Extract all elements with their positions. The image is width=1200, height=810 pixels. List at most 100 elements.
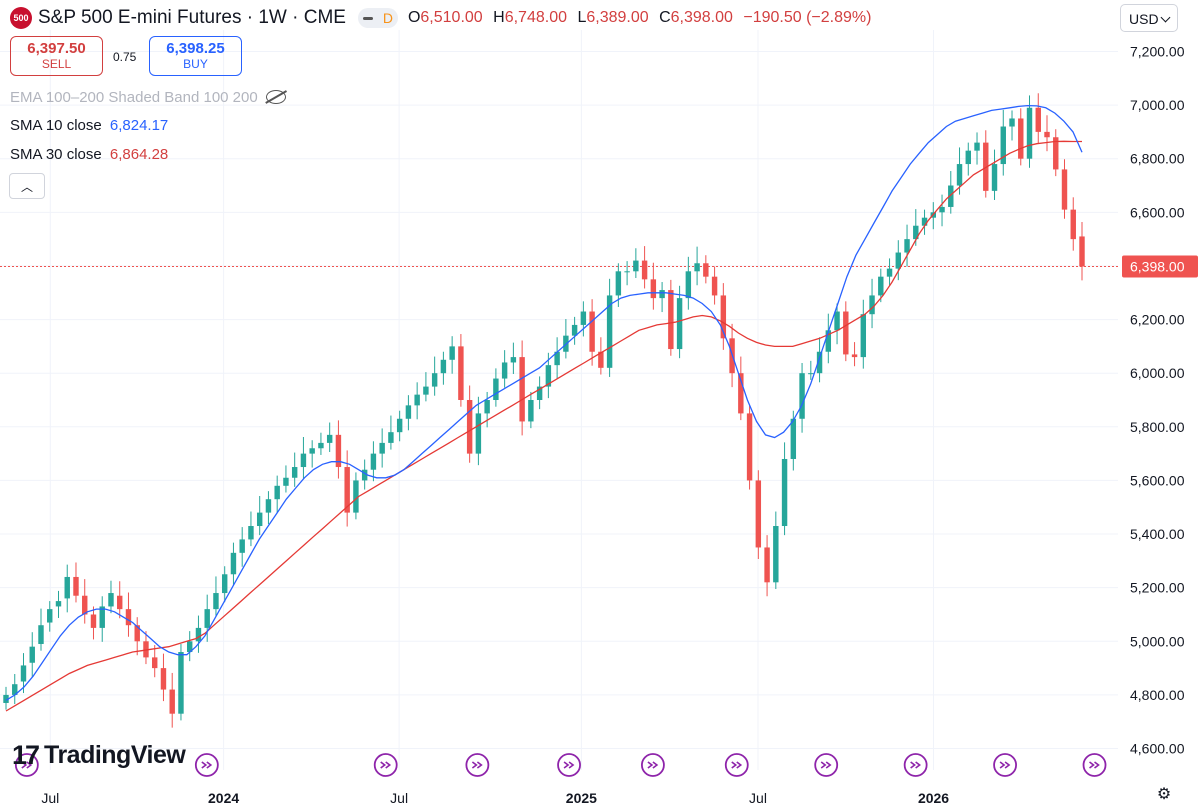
sma30-legend[interactable]: SMA 30 close 6,864.28 bbox=[10, 146, 168, 163]
candle-body bbox=[353, 480, 359, 513]
candle-body bbox=[169, 689, 175, 714]
candle-body bbox=[983, 142, 989, 191]
candle-body bbox=[38, 625, 44, 644]
candle-body bbox=[99, 606, 105, 628]
candle-body bbox=[851, 354, 858, 358]
event-arrow-icon[interactable] bbox=[903, 753, 928, 777]
candle-body bbox=[396, 418, 403, 433]
sma10-label: SMA 10 close bbox=[10, 117, 102, 134]
candle-body bbox=[720, 295, 727, 339]
candle-body bbox=[248, 526, 254, 540]
candle-body bbox=[554, 351, 560, 366]
candle-body bbox=[1009, 118, 1015, 127]
candle-body bbox=[1079, 236, 1085, 267]
candle-body bbox=[624, 271, 630, 273]
candle-body bbox=[195, 627, 202, 642]
y-tick-label: 5,400.00 bbox=[1130, 526, 1185, 542]
gear-icon[interactable]: ⚙ bbox=[1156, 786, 1172, 803]
y-tick-label: 5,000.00 bbox=[1130, 633, 1185, 649]
tradingview-logo[interactable]: 17 TradingView bbox=[12, 740, 186, 771]
event-arrow-icon[interactable] bbox=[465, 753, 490, 777]
y-tick-label: 7,200.00 bbox=[1130, 43, 1185, 59]
candle-body bbox=[510, 357, 517, 363]
currency-selector[interactable]: USD bbox=[1120, 4, 1178, 32]
candle-body bbox=[738, 373, 744, 414]
event-arrow-icon[interactable] bbox=[373, 753, 398, 777]
candle-body bbox=[484, 400, 490, 414]
candle-body bbox=[1070, 209, 1076, 240]
y-tick-label: 4,600.00 bbox=[1130, 741, 1185, 757]
brand-name: TradingView bbox=[44, 741, 186, 769]
sma10-legend[interactable]: SMA 10 close 6,824.17 bbox=[10, 117, 168, 134]
event-markers[interactable] bbox=[14, 753, 1107, 777]
candle-body bbox=[606, 295, 613, 368]
symbol-title[interactable]: S&P 500 E-mini Futures · 1W · CME bbox=[38, 7, 346, 28]
y-tick-label: 6,000.00 bbox=[1130, 365, 1185, 381]
event-arrow-icon[interactable] bbox=[724, 753, 749, 777]
candle-body bbox=[388, 432, 394, 443]
candle-body bbox=[1053, 137, 1059, 170]
hidden-eye-icon[interactable] bbox=[265, 90, 286, 104]
collapse-legend-button[interactable]: ︿ bbox=[9, 173, 45, 199]
event-arrow-icon[interactable] bbox=[1082, 753, 1107, 777]
event-arrow-icon[interactable] bbox=[641, 753, 665, 777]
candle-body bbox=[152, 657, 158, 669]
y-tick-label: 6,800.00 bbox=[1130, 151, 1185, 167]
sell-button[interactable]: 6,397.50 SELL bbox=[10, 36, 103, 76]
buy-button[interactable]: 6,398.25 BUY bbox=[149, 36, 242, 76]
y-tick-label: 5,600.00 bbox=[1130, 472, 1185, 488]
candle-body bbox=[134, 625, 140, 642]
candle-body bbox=[204, 609, 210, 628]
event-arrow-icon[interactable] bbox=[194, 753, 219, 777]
candle-body bbox=[913, 225, 919, 240]
ema-band-legend[interactable]: EMA 100–200 Shaded Band 100 200 bbox=[10, 88, 286, 106]
candle-body bbox=[1018, 118, 1024, 159]
candle-body bbox=[615, 271, 622, 296]
candle-body bbox=[186, 641, 193, 653]
event-arrow-icon[interactable] bbox=[814, 753, 839, 777]
event-arrow-icon[interactable] bbox=[993, 753, 1017, 777]
sma30-value: 6,864.28 bbox=[109, 146, 169, 163]
candle-body bbox=[528, 400, 534, 422]
candle-body bbox=[178, 652, 184, 714]
candle-body bbox=[143, 641, 149, 658]
candle-body bbox=[160, 668, 167, 690]
candle-body bbox=[344, 467, 350, 513]
candle-body bbox=[449, 346, 455, 360]
candle-body bbox=[12, 684, 18, 695]
chart-grid bbox=[0, 30, 1118, 770]
candle-body bbox=[239, 539, 245, 553]
candle-body bbox=[493, 378, 499, 400]
chart-header: 500 S&P 500 E-mini Futures · 1W · CME D … bbox=[10, 6, 877, 30]
candle-body bbox=[773, 526, 779, 583]
market-status-pill[interactable]: D bbox=[357, 8, 398, 28]
event-arrow-icon[interactable] bbox=[14, 753, 39, 777]
candle-body bbox=[965, 150, 971, 165]
event-arrow-icon[interactable] bbox=[557, 753, 581, 777]
candle-body bbox=[361, 469, 368, 481]
candle-body bbox=[545, 365, 552, 387]
candle-body bbox=[843, 311, 849, 355]
candle-body bbox=[1035, 107, 1041, 132]
candle-body bbox=[230, 552, 237, 575]
candle-body bbox=[659, 290, 665, 299]
candle-body bbox=[974, 142, 980, 151]
candle-body bbox=[213, 593, 219, 610]
candle-body bbox=[668, 290, 674, 350]
change-value: −190.50 (−2.89%) bbox=[743, 9, 872, 26]
candle-body bbox=[466, 400, 473, 454]
candle-body bbox=[580, 311, 587, 325]
y-tick-label: 6,200.00 bbox=[1130, 312, 1185, 328]
open-label: O bbox=[407, 9, 421, 26]
last-price-tag: 6,398.00 bbox=[1122, 255, 1198, 278]
x-tick-label: 2024 bbox=[208, 790, 239, 806]
sma30-line bbox=[5, 140, 1082, 712]
candle-body bbox=[755, 480, 762, 548]
sell-label: SELL bbox=[41, 57, 72, 71]
x-axis: Jul 2024 Jul 2025 Jul 2026 bbox=[41, 790, 949, 806]
candle-body bbox=[746, 413, 753, 481]
candle-body bbox=[221, 574, 228, 594]
candle-body bbox=[886, 268, 893, 277]
sma30-label: SMA 30 close bbox=[10, 146, 102, 163]
